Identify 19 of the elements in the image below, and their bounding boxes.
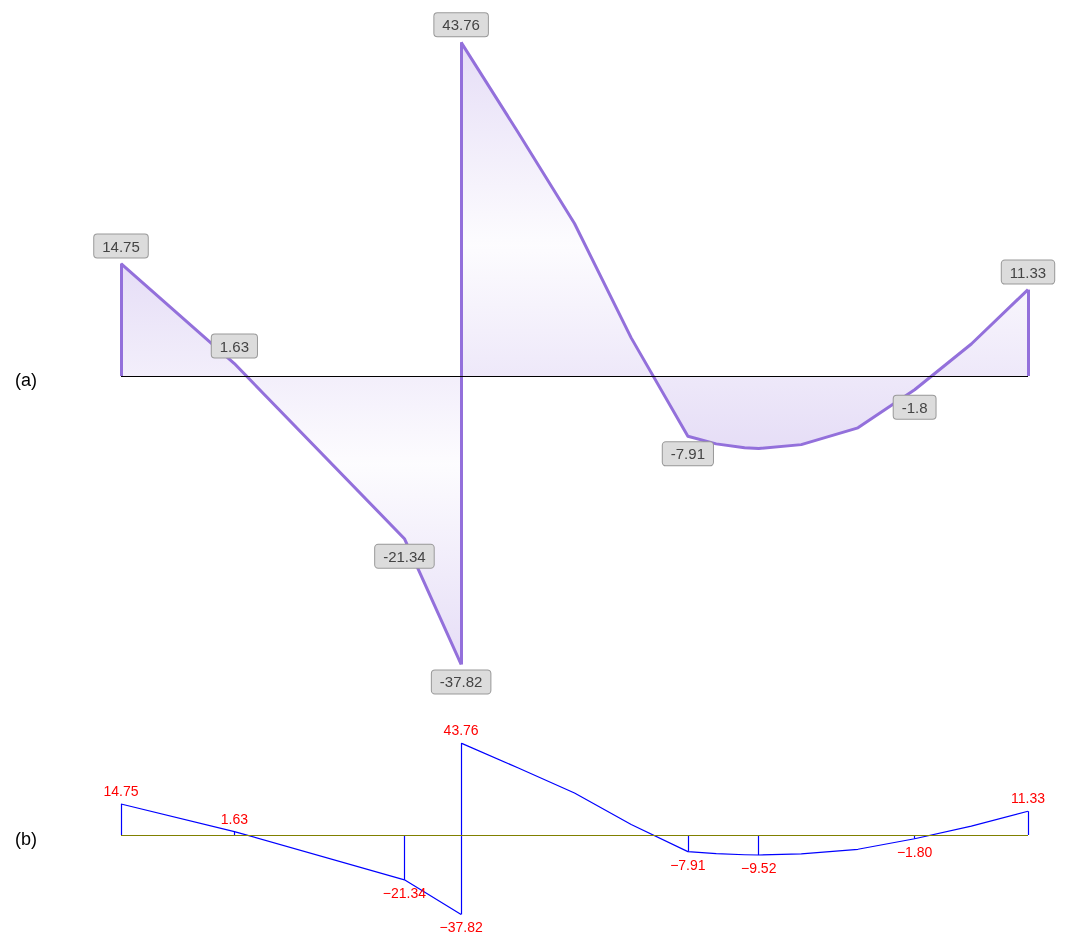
data-label: -21.34 [383, 547, 426, 565]
data-label: 43.76 [443, 722, 479, 739]
data-label: -1.8 [901, 398, 928, 416]
text: (b) [15, 829, 37, 849]
data-label: 11.33 [1011, 790, 1046, 807]
data-label: 1.63 [219, 337, 249, 355]
text: (a) [15, 370, 37, 390]
data-label: -37.82 [439, 673, 483, 691]
data-label: 14.75 [103, 783, 139, 800]
data-label: 11.33 [1009, 263, 1047, 281]
data-label: 1.63 [220, 810, 249, 827]
data-label: −7.91 [670, 856, 706, 873]
data-label: −9.52 [741, 859, 777, 876]
data-label: 14.75 [102, 237, 140, 255]
data-label: −21.34 [382, 884, 427, 901]
data-label: −37.82 [439, 919, 483, 936]
data-label: 43.76 [442, 16, 480, 34]
data-label: −1.80 [896, 843, 933, 860]
data-label: -7.91 [670, 445, 705, 463]
